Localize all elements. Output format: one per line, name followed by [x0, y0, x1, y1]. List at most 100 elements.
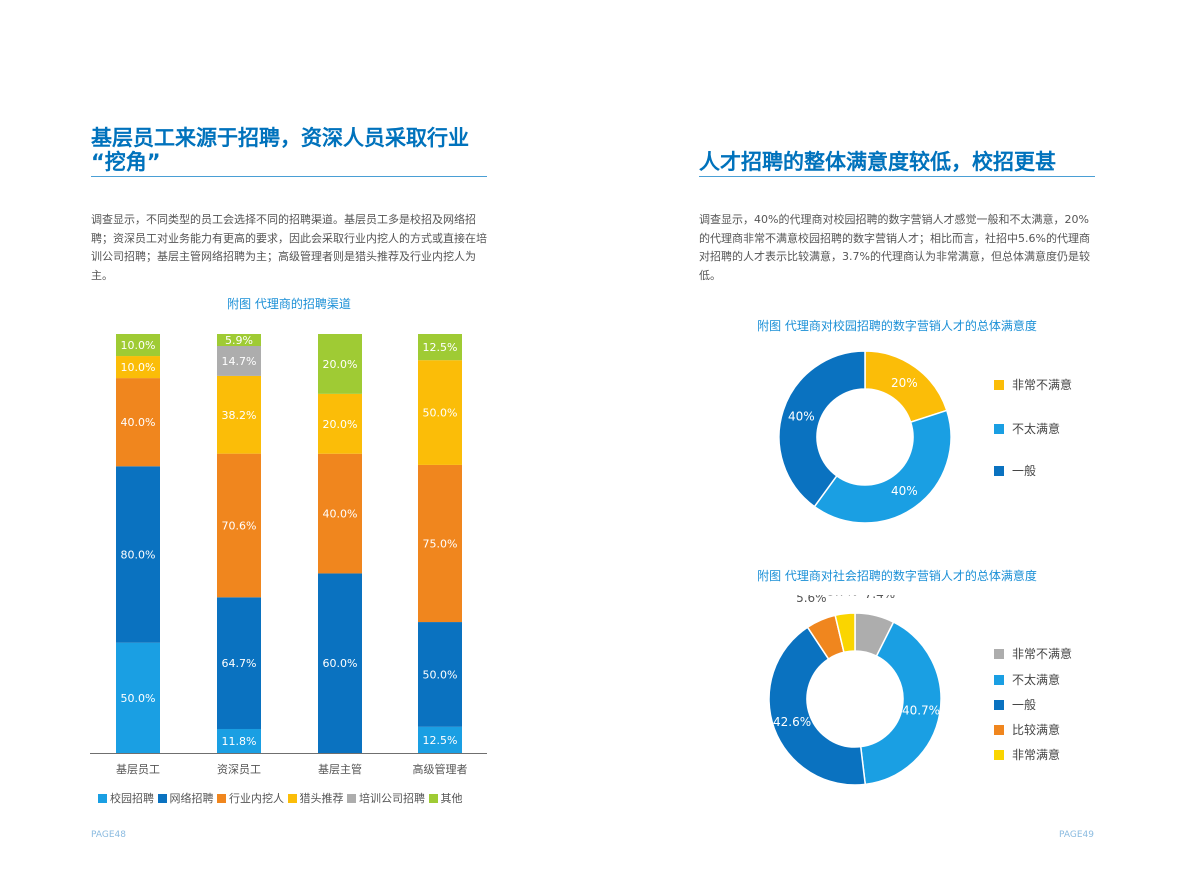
bar-data-label: 80.0%	[121, 549, 156, 562]
donut-data-label: 3.7%	[827, 595, 858, 599]
donut-data-label: 40%	[788, 409, 815, 423]
donut-data-label: 40.7%	[902, 704, 940, 718]
social-legend-average: 一般	[994, 696, 1036, 713]
donut-data-label: 42.6%	[773, 715, 811, 729]
bar-data-label: 5.9%	[225, 334, 253, 347]
legend-label-online: 网络招聘	[169, 792, 214, 805]
legend-label-other: 其他	[440, 792, 463, 805]
legend-other: 其他	[428, 792, 463, 805]
school-satisfaction-donut: 20% 40% 40%	[778, 350, 952, 524]
bar-data-label: 50.0%	[423, 668, 458, 681]
legend-swatch-headhunter	[287, 794, 297, 803]
social-legend-swatch-5	[994, 750, 1004, 760]
bar-chart-legend: 校园招聘 网络招聘 行业内挖人 猎头推荐 培训公司招聘 其他	[98, 790, 463, 806]
social-satisfaction-donut: 7.4% 40.7% 42.6% 5.6%3.7%	[768, 595, 942, 786]
social-legend-very-satisfied: 非常满意	[994, 746, 1060, 763]
bar-segment	[116, 356, 160, 379]
bar-segment	[418, 360, 462, 465]
school-legend-swatch-3	[994, 466, 1004, 476]
bar-segment	[318, 573, 362, 753]
legend-headhunter: 猎头推荐	[287, 792, 344, 805]
bar-data-label: 50.0%	[423, 407, 458, 420]
school-legend-swatch-1	[994, 380, 1004, 390]
bar-data-label: 40.0%	[121, 416, 156, 429]
social-legend-swatch-2	[994, 675, 1004, 685]
legend-label-training: 培训公司招聘	[359, 792, 425, 805]
bar-segment	[418, 334, 462, 361]
bar-segment	[318, 453, 362, 574]
bar-segment	[418, 464, 462, 623]
donut-slice	[778, 350, 866, 508]
donut-slice	[813, 409, 952, 524]
social-legend-not-satisfied: 不太满意	[994, 671, 1060, 688]
school-legend-swatch-2	[994, 424, 1004, 434]
x-category-label: 基层员工	[116, 763, 160, 776]
left-title-line1: 基层员工来源于招聘，资深人员采取行业	[91, 126, 469, 150]
school-legend-average: 一般	[994, 462, 1036, 479]
left-section-title: 基层员工来源于招聘，资深人员采取行业 “挖角”	[91, 126, 511, 174]
recruitment-channel-chart: 50.0% 80.0% 40.0% 10.0% 10.0% 基层员工 11.8% 64.7% 7…	[90, 334, 487, 776]
bar-segment	[318, 393, 362, 454]
bar-segment	[217, 597, 261, 729]
social-legend-label-1: 非常不满意	[1012, 647, 1073, 661]
left-figure-title: 附图 代理商的招聘渠道	[227, 297, 351, 311]
legend-industry: 行业内挖人	[217, 792, 284, 805]
social-legend-label-3: 一般	[1012, 698, 1037, 712]
social-legend-swatch-4	[994, 725, 1004, 735]
right-section-title: 人才招聘的整体满意度较低，校招更甚	[699, 150, 1056, 174]
bar-data-label: 12.5%	[423, 734, 458, 747]
bar-data-label: 70.6%	[222, 519, 257, 532]
bar-segment	[116, 466, 160, 643]
left-body-text: 调查显示，不同类型的员工会选择不同的招聘渠道。基层员工多是校招及网络招聘；资深员…	[91, 213, 487, 282]
bar-data-label: 20.0%	[323, 358, 358, 371]
bar-segment	[217, 453, 261, 598]
legend-label-headhunter: 猎头推荐	[299, 792, 344, 805]
social-legend-label-5: 非常满意	[1012, 748, 1061, 762]
legend-swatch-industry	[217, 794, 226, 803]
social-legend-fairly-satisfied: 比较满意	[994, 721, 1060, 738]
bar-segment	[318, 334, 362, 394]
donut-data-label: 20%	[891, 376, 918, 390]
legend-swatch-online	[157, 794, 167, 803]
social-legend-swatch-3	[994, 700, 1004, 710]
bar-data-label: 38.2%	[222, 409, 257, 422]
x-category-label: 资深员工	[217, 763, 261, 776]
school-legend-label-2: 不太满意	[1012, 422, 1061, 436]
legend-online: 网络招聘	[157, 792, 214, 805]
legend-swatch-training	[347, 794, 356, 803]
right-page-number: PAGE49	[1059, 830, 1094, 840]
social-figure-title: 附图 代理商对社会招聘的数字营销人才的总体满意度	[757, 569, 1037, 583]
school-legend-not-satisfied: 不太满意	[994, 420, 1060, 437]
legend-training: 培训公司招聘	[347, 792, 425, 805]
bar-data-label: 10.0%	[121, 339, 156, 352]
school-figure-title: 附图 代理商对校园招聘的数字营销人才的总体满意度	[757, 319, 1037, 333]
x-category-label: 高级管理者	[413, 762, 468, 776]
left-page-number: PAGE48	[91, 830, 126, 840]
bar-segment	[217, 728, 261, 753]
donut-data-label: 40%	[891, 484, 918, 498]
bar-data-label: 20.0%	[323, 418, 358, 431]
bar-segment	[116, 334, 160, 357]
donut-slice	[859, 621, 942, 786]
legend-school: 校园招聘	[98, 792, 154, 805]
school-legend-very-dissatisfied: 非常不满意	[994, 376, 1072, 393]
bar-data-label: 75.0%	[423, 538, 458, 551]
bar-segment	[217, 346, 261, 376]
donut-slice	[834, 612, 856, 654]
right-body-text: 调查显示，40%的代理商对校园招聘的数字营销人才感觉一般和不太满意，20%的代理…	[699, 213, 1090, 282]
legend-swatch-school	[98, 794, 107, 803]
bar-segment	[418, 726, 462, 753]
bar-segment	[418, 622, 462, 727]
bar-data-label: 10.0%	[121, 361, 156, 374]
school-legend-label-3: 一般	[1012, 464, 1037, 478]
social-legend-very-dissatisfied: 非常不满意	[994, 645, 1072, 662]
bar-data-label: 11.8%	[222, 735, 257, 748]
right-title-rule	[699, 176, 1095, 177]
bar-data-label: 40.0%	[323, 508, 358, 521]
donut-data-label: 5.6%	[796, 595, 827, 605]
donut-slice	[768, 626, 867, 786]
bar-segment	[116, 378, 160, 467]
left-title-line2: “挖角”	[91, 150, 161, 174]
legend-label-school: 校园招聘	[110, 792, 154, 805]
donut-data-label: 7.4%	[865, 595, 896, 601]
